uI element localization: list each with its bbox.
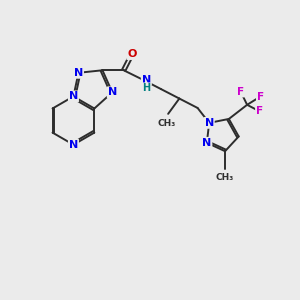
Text: CH₃: CH₃ (158, 119, 176, 128)
Text: N: N (202, 138, 212, 148)
Text: F: F (257, 92, 264, 102)
Text: F: F (237, 87, 244, 97)
Text: N: N (205, 118, 214, 128)
Text: O: O (127, 49, 136, 59)
Text: F: F (256, 106, 263, 116)
Text: N: N (69, 140, 78, 150)
Text: H: H (142, 83, 150, 93)
Text: N: N (69, 92, 78, 101)
Text: CH₃: CH₃ (216, 173, 234, 182)
Text: N: N (142, 75, 151, 85)
Text: N: N (108, 87, 117, 97)
Text: N: N (74, 68, 83, 78)
